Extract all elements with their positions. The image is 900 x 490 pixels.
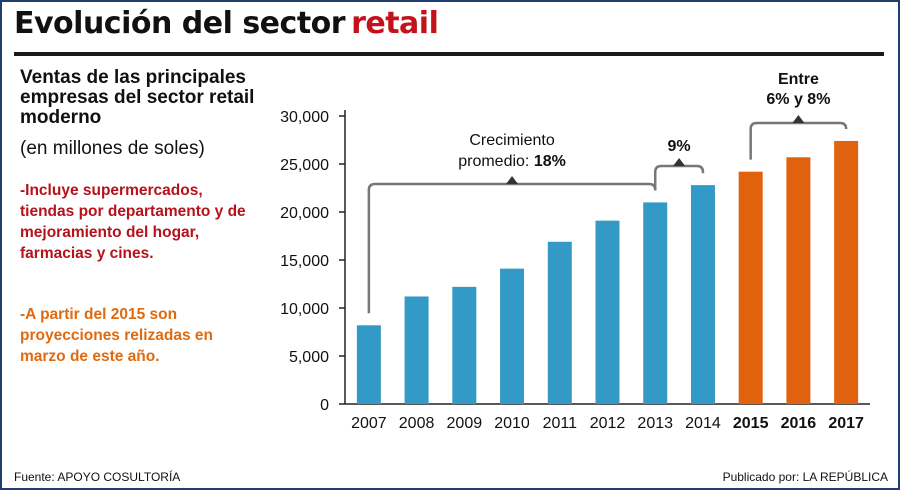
title-highlight: retail (351, 6, 439, 41)
x-tick-label: 2013 (637, 415, 673, 432)
annotation-value: Entre (778, 71, 819, 88)
annotation-text: Crecimiento (469, 132, 554, 149)
y-tick-label: 25,000 (280, 157, 329, 174)
annotation-text-2: promedio: 18% (458, 153, 566, 170)
bar (738, 171, 763, 404)
x-tick-label: 2011 (543, 415, 578, 432)
title-text: Evolución del sector (14, 6, 346, 41)
source-credit: Fuente: APOYO COSULTORÍA (14, 470, 181, 484)
page-title: Evolución del sector retail (14, 6, 439, 41)
units-label: (en millones de soles) (20, 138, 205, 159)
y-tick-label: 5,000 (289, 349, 329, 366)
bracket-2015-2017 (749, 121, 848, 160)
x-tick-label: 2015 (733, 415, 769, 432)
bar (500, 268, 525, 404)
chart-subtitle: Ventas de las principales empresas del s… (20, 67, 255, 128)
y-tick-label: 20,000 (280, 205, 329, 222)
bracket-2013-2014-pointer (673, 158, 686, 166)
publisher-credit: Publicado por: LA REPÚBLICA (722, 470, 888, 484)
title-divider (14, 52, 884, 56)
bar (690, 185, 715, 404)
bar (404, 296, 429, 404)
annotation-value: 9% (668, 138, 691, 155)
y-tick-label: 15,000 (280, 253, 329, 270)
bar (595, 220, 620, 404)
bar (643, 202, 668, 404)
x-tick-label: 2008 (399, 415, 435, 432)
bar (547, 241, 572, 404)
bar (356, 325, 381, 404)
x-tick-label: 2009 (447, 415, 483, 432)
x-tick-label: 2016 (781, 415, 817, 432)
annotation-value-2: 6% y 8% (766, 91, 830, 108)
bar (452, 286, 477, 404)
annotation-value: 18% (534, 153, 566, 170)
y-tick-label: 10,000 (280, 301, 329, 318)
bracket-2015-2017-pointer (792, 115, 805, 123)
x-tick-label: 2017 (828, 415, 864, 432)
bracket-2007-2013-pointer (506, 176, 519, 184)
x-tick-label: 2012 (590, 415, 626, 432)
x-tick-label: 2007 (351, 415, 387, 432)
note-includes: -Incluye supermercados, tiendas por depa… (20, 182, 246, 262)
bar (786, 157, 811, 404)
x-tick-label: 2010 (494, 415, 530, 432)
x-tick-label: 2014 (685, 415, 721, 432)
note-projections: -A partir del 2015 son proyecciones reli… (20, 306, 213, 365)
bar (834, 140, 859, 404)
y-tick-label: 30,000 (280, 109, 329, 126)
y-tick-label: 0 (320, 397, 329, 414)
